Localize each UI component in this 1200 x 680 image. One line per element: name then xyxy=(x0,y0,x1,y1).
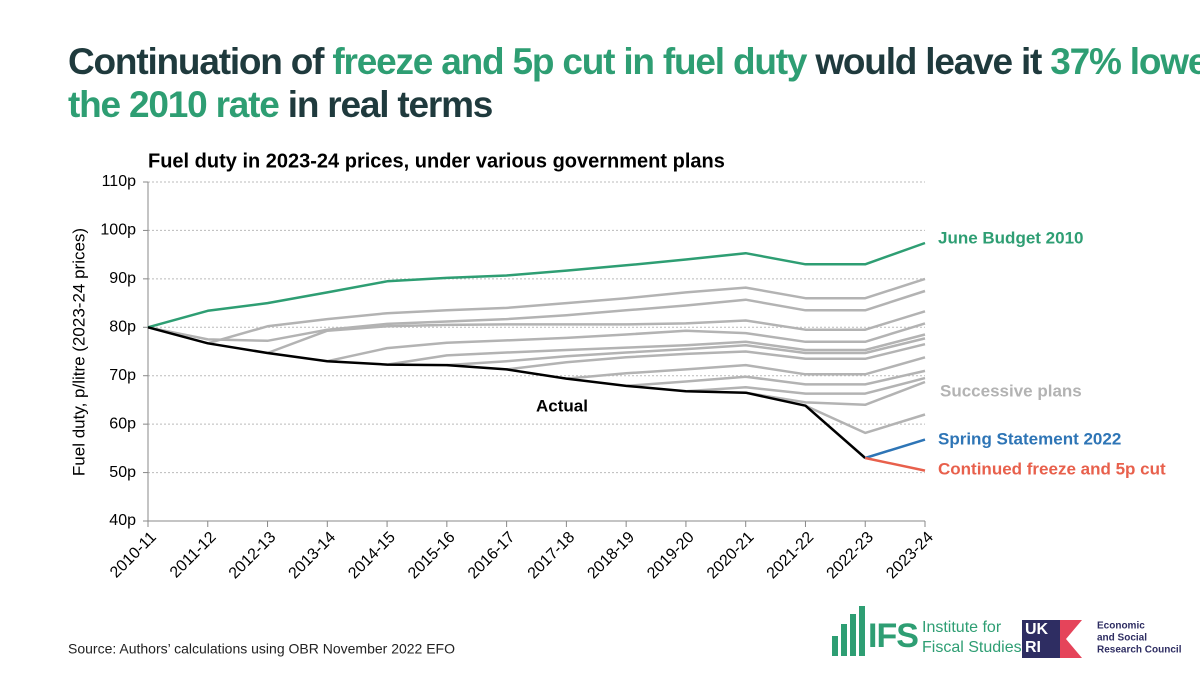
y-tick-label: 110p xyxy=(102,173,137,190)
x-tick-label: 2016-17 xyxy=(465,529,519,583)
logo-box xyxy=(1022,620,1060,658)
y-tick-label: 80p xyxy=(109,319,136,336)
logo-text: RI xyxy=(1025,639,1041,656)
series-line xyxy=(864,438,926,460)
x-tick-label: 2017-18 xyxy=(525,529,579,583)
logo-text: UK xyxy=(1025,621,1049,638)
plan-line xyxy=(327,322,926,363)
title-part: Continuation of xyxy=(68,41,332,82)
subtitle: Fuel duty in 2023-24 prices, under vario… xyxy=(148,150,725,172)
plan-line xyxy=(626,369,926,388)
series-line xyxy=(147,241,926,329)
plan-line xyxy=(267,310,926,355)
x-tick-label: 2022-23 xyxy=(824,529,878,583)
y-tick-label: 50p xyxy=(109,464,136,481)
title-line: the 2010 rate in real terms xyxy=(68,84,493,125)
logo-text: IFS xyxy=(868,617,918,655)
plan-line xyxy=(207,277,926,345)
x-tick-label: 2014-15 xyxy=(345,529,399,583)
x-tick-label: 2021-22 xyxy=(764,529,818,583)
x-tick-label: 2015-16 xyxy=(405,529,459,583)
logo-text: Economic xyxy=(1097,621,1145,632)
series-line xyxy=(147,326,867,459)
series-label: Spring Statement 2022 xyxy=(938,429,1121,448)
title-part: freeze and 5p cut in fuel duty xyxy=(332,41,807,82)
logo-text: and Social xyxy=(1097,633,1147,644)
y-tick-label: 90p xyxy=(109,270,136,287)
logo-bar xyxy=(841,624,847,656)
plan-line xyxy=(386,333,926,366)
ifs-logo: IFS Institute for Fiscal Studies xyxy=(832,606,1022,656)
title-part: the 2010 rate xyxy=(68,84,279,125)
y-axis-label: Fuel duty, p/litre (2023-24 prices) xyxy=(69,228,88,476)
series-label: Successive plans xyxy=(940,381,1082,400)
logo-bar xyxy=(859,606,865,656)
plan-line xyxy=(685,376,926,395)
plan-line xyxy=(147,289,926,343)
title-part: would leave it xyxy=(806,41,1050,82)
y-tick-label: 60p xyxy=(109,415,136,432)
x-tick-label: 2019-20 xyxy=(644,529,698,583)
title-part: in real terms xyxy=(279,84,493,125)
plan-line xyxy=(804,404,926,435)
series-label: Continued freeze and 5p cut xyxy=(938,459,1166,478)
y-tick-label: 100p xyxy=(100,222,136,239)
ukri-logo: UK RI Economic and Social Research Counc… xyxy=(1022,620,1182,658)
y-tick-label: 70p xyxy=(109,367,136,384)
series-label: June Budget 2010 xyxy=(938,228,1084,247)
y-tick-label: 40p xyxy=(109,512,136,529)
plan-line xyxy=(566,356,926,380)
plan-line xyxy=(745,380,926,407)
series-line xyxy=(864,456,926,472)
x-tick-label: 2012-13 xyxy=(226,529,280,583)
logo-shape xyxy=(1060,620,1082,658)
x-tick-label: 2011-12 xyxy=(167,529,220,582)
title-line: Continuation of freeze and 5p cut in fue… xyxy=(68,41,1200,82)
series-label: Actual xyxy=(536,396,588,415)
x-tick-label: 2018-19 xyxy=(584,529,638,583)
logo-text: Institute for xyxy=(922,619,1002,636)
title-part: 37% lower than xyxy=(1050,41,1200,82)
plan-line xyxy=(506,342,926,371)
x-tick-label: 2013-14 xyxy=(286,529,340,583)
x-tick-label: 2023-24 xyxy=(883,529,937,583)
x-tick-label: 2010-11 xyxy=(107,529,160,582)
logo-text: Research Council xyxy=(1097,645,1182,656)
logo-bar xyxy=(850,614,856,656)
plan-line xyxy=(446,337,926,367)
source: Source: Authors’ calculations using OBR … xyxy=(68,641,455,657)
logo-text: Fiscal Studies xyxy=(922,639,1022,656)
x-tick-label: 2020-21 xyxy=(704,529,758,583)
logo-bar xyxy=(832,636,838,656)
